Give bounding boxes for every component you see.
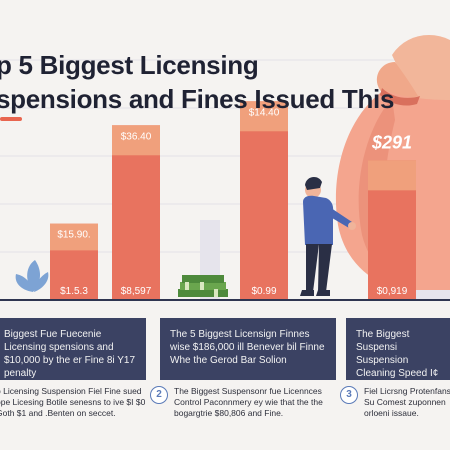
- bar-value-label: $14.40: [249, 107, 280, 118]
- person-figure-icon: [300, 176, 356, 296]
- bar-value-label: $15.90.: [57, 230, 90, 241]
- footnote-text: p Licensing Suspension Fiel Fine sued op…: [0, 386, 146, 418]
- bar-1: [50, 223, 98, 300]
- bar-category-label: $0.99: [251, 286, 276, 297]
- bar-category-label: $8,597: [121, 286, 152, 297]
- footnote-text: Fiel Licrsng Protenfans Su Comest zuponn…: [364, 386, 450, 418]
- bar-labels: $15.90. $1.5.3 $36.40 $8,597 $14.40 $0.99 $291…: [57, 107, 412, 297]
- bar-highlight: [368, 160, 416, 191]
- info-card-text: The Biggest Suspensi Suspension Cleaning…: [356, 329, 439, 392]
- bar-highlight: [240, 101, 288, 132]
- bar-highlight: [50, 223, 98, 251]
- info-card-1: Biggest Fue Fuecenie Licensing spensions…: [0, 318, 146, 380]
- bar-body: [240, 101, 288, 300]
- bar-value-label: $291: [371, 132, 412, 152]
- info-card-text: Biggest Fue Fuecenie Licensing spensions…: [4, 329, 136, 379]
- title-underline: [0, 117, 22, 121]
- bar-3: [240, 101, 288, 300]
- footnote-1: p Licensing Suspension Fiel Fine sued op…: [0, 386, 146, 419]
- bar-highlight: [112, 125, 160, 156]
- chart-title-line-2: spensions and Fines Issued This: [0, 84, 395, 114]
- footnote-2: 2 The Biggest Suspensonr fue Licennces C…: [150, 386, 330, 419]
- cash-stack-icon: [178, 275, 228, 297]
- bar-category-label: $0,919: [377, 286, 408, 297]
- footnote-text: The Biggest Suspensonr fue Licennces Con…: [174, 386, 323, 418]
- step-number-badge: 2: [150, 386, 168, 404]
- footnote-3: 3 Fiel Licrsng Protenfans Su Comest zupo…: [340, 386, 450, 419]
- bar-value-label: $36.40: [121, 131, 152, 142]
- bar-4: [368, 160, 416, 300]
- plant-icon: [15, 260, 49, 292]
- step-number-badge: 3: [340, 386, 358, 404]
- info-card-2: The 5 Biggest Licensign Finnes wise $186…: [160, 318, 336, 380]
- info-card-3: The Biggest Suspensi Suspension Cleaning…: [346, 318, 450, 392]
- bar-category-label: $1.5.3: [60, 286, 88, 297]
- info-card-text: The 5 Biggest Licensign Finnes wise $186…: [170, 329, 325, 366]
- chart-title-line-1: p 5 Biggest Licensing: [0, 50, 259, 80]
- bars: [50, 101, 416, 300]
- bar-2: [112, 125, 160, 300]
